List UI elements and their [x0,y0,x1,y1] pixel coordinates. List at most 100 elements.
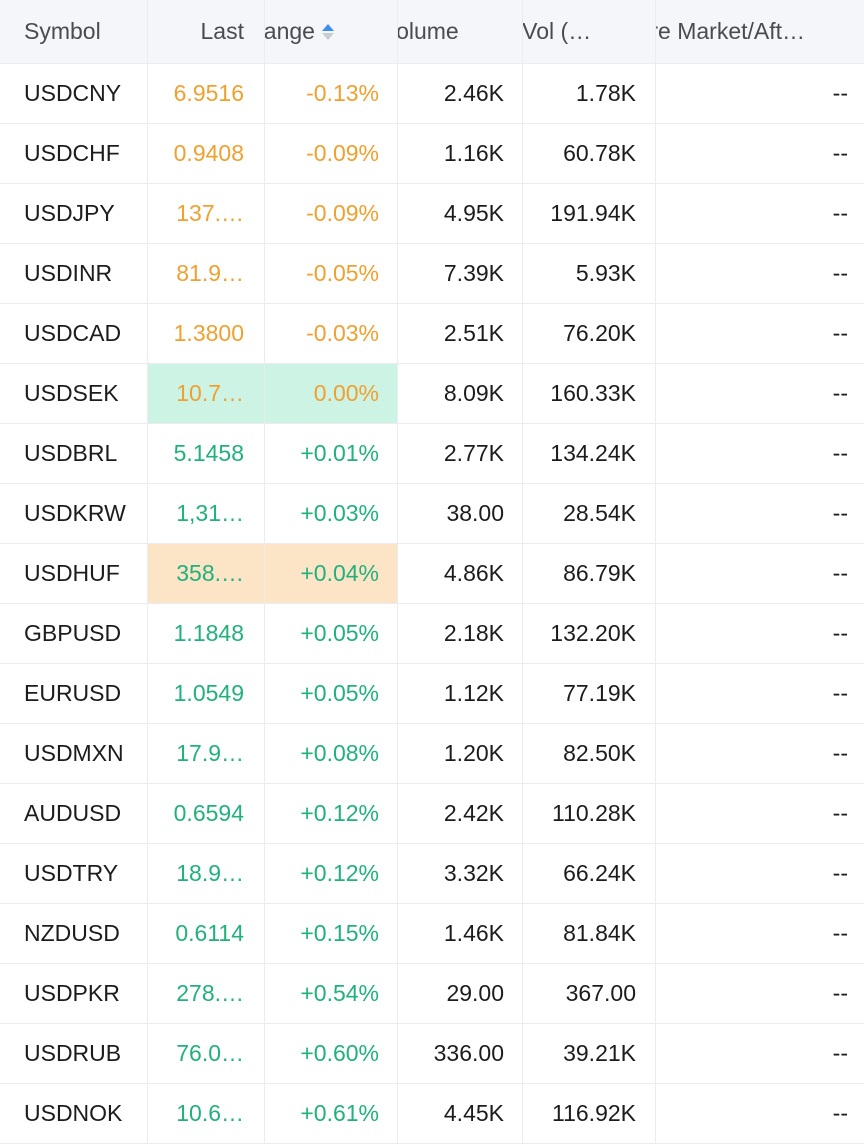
cell-avg-vol: 60.78K [523,124,656,184]
table-row[interactable]: USDPKR 278.… +0.54% 29.00 367.00 -- [0,964,864,1024]
pre-market-value: -- [832,320,848,346]
last-price: 0.6594 [173,800,244,826]
cell-change: -0.09% [265,184,398,244]
table-row[interactable]: USDRUB 76.0… +0.60% 336.00 39.21K -- [0,1024,864,1084]
symbol-text: USDCAD [24,320,122,346]
table-row[interactable]: USDSEK 10.7… 0.00% 8.09K 160.33K -- [0,364,864,424]
cell-symbol[interactable]: USDNOK [0,1084,148,1144]
symbol-text: USDPKR [24,980,120,1006]
change-percent: -0.05% [306,260,379,286]
volume-value: 1.46K [443,920,504,946]
table-row[interactable]: USDJPY 137.… -0.09% 4.95K 191.94K -- [0,184,864,244]
avg-vol-value: 116.92K [552,1100,636,1126]
cell-symbol[interactable]: AUDUSD [0,784,148,844]
cell-pre-market: -- [656,964,864,1024]
cell-volume: 1.20K [398,724,523,784]
cell-last: 1,31… [148,484,265,544]
table-row[interactable]: USDCAD 1.3800 -0.03% 2.51K 76.20K -- [0,304,864,364]
cell-symbol[interactable]: USDCNY [0,64,148,124]
pre-market-value: -- [832,920,848,946]
avg-vol-value: 1.78K [575,80,636,106]
cell-symbol[interactable]: USDSEK [0,364,148,424]
cell-volume: 2.46K [398,64,523,124]
change-percent: +0.60% [300,1040,379,1066]
table-row[interactable]: EURUSD 1.0549 +0.05% 1.12K 77.19K -- [0,664,864,724]
cell-symbol[interactable]: USDPKR [0,964,148,1024]
cell-avg-vol: 82.50K [523,724,656,784]
change-percent: +0.08% [300,740,379,766]
pre-market-value: -- [832,980,848,1006]
cell-symbol[interactable]: USDRUB [0,1024,148,1084]
cell-last: 1.3800 [148,304,265,364]
change-percent: -0.13% [306,80,379,106]
table-row[interactable]: USDCNY 6.9516 -0.13% 2.46K 1.78K -- [0,64,864,124]
symbol-text: USDJPY [24,200,115,226]
symbol-text: USDTRY [24,860,119,886]
change-percent: +0.05% [300,680,379,706]
column-header-symbol[interactable]: Symbol [0,0,148,64]
table-row[interactable]: USDKRW 1,31… +0.03% 38.00 28.54K -- [0,484,864,544]
column-header-label: Volume [398,18,459,44]
cell-change: -0.05% [265,244,398,304]
pre-market-value: -- [832,1040,848,1066]
sort-ascending-icon[interactable] [321,23,334,40]
volume-value: 2.42K [443,800,504,826]
cell-symbol[interactable]: USDJPY [0,184,148,244]
table-row[interactable]: AUDUSD 0.6594 +0.12% 2.42K 110.28K -- [0,784,864,844]
cell-symbol[interactable]: USDCHF [0,124,148,184]
cell-symbol[interactable]: NZDUSD [0,904,148,964]
table-row[interactable]: USDINR 81.9… -0.05% 7.39K 5.93K -- [0,244,864,304]
cell-symbol[interactable]: USDCAD [0,304,148,364]
cell-avg-vol: 39.21K [523,1024,656,1084]
pre-market-value: -- [832,80,848,106]
column-header-avg-vol[interactable]: g Vol (… [523,0,656,64]
cell-symbol[interactable]: USDHUF [0,544,148,604]
pre-market-value: -- [832,260,848,286]
cell-symbol[interactable]: EURUSD [0,664,148,724]
table-row[interactable]: USDNOK 10.6… +0.61% 4.45K 116.92K -- [0,1084,864,1144]
cell-symbol[interactable]: USDKRW [0,484,148,544]
symbol-text: USDCHF [24,140,120,166]
column-header-last[interactable]: Last [148,0,265,64]
table-row[interactable]: USDMXN 17.9… +0.08% 1.20K 82.50K -- [0,724,864,784]
cell-symbol[interactable]: GBPUSD [0,604,148,664]
cell-avg-vol: 77.19K [523,664,656,724]
cell-change: +0.05% [265,664,398,724]
cell-last: 137.… [148,184,265,244]
pre-market-value: -- [832,680,848,706]
last-price: 358.… [176,560,244,586]
pre-market-value: -- [832,800,848,826]
cell-symbol[interactable]: USDINR [0,244,148,304]
avg-vol-value: 77.19K [563,680,636,706]
avg-vol-value: 81.84K [563,920,636,946]
cell-volume: 2.77K [398,424,523,484]
cell-pre-market: -- [656,1024,864,1084]
table-row[interactable]: GBPUSD 1.1848 +0.05% 2.18K 132.20K -- [0,604,864,664]
volume-value: 3.32K [443,860,504,886]
table-row[interactable]: USDBRL 5.1458 +0.01% 2.77K 134.24K -- [0,424,864,484]
table-row[interactable]: NZDUSD 0.6114 +0.15% 1.46K 81.84K -- [0,904,864,964]
avg-vol-value: 39.21K [563,1040,636,1066]
cell-avg-vol: 134.24K [523,424,656,484]
column-header-change[interactable]: hange [265,0,398,64]
table-row[interactable]: USDCHF 0.9408 -0.09% 1.16K 60.78K -- [0,124,864,184]
table-header: Symbol Last hange Volume g Vol (… 're Ma… [0,0,864,64]
cell-last: 358.… [148,544,265,604]
symbol-text: USDSEK [24,380,119,406]
column-header-pre-market[interactable]: 're Market/Aft… [656,0,864,64]
table-row[interactable]: USDHUF 358.… +0.04% 4.86K 86.79K -- [0,544,864,604]
cell-last: 6.9516 [148,64,265,124]
cell-symbol[interactable]: USDMXN [0,724,148,784]
cell-pre-market: -- [656,664,864,724]
cell-last: 17.9… [148,724,265,784]
symbol-text: USDCNY [24,80,122,106]
symbol-text: USDRUB [24,1040,122,1066]
cell-pre-market: -- [656,844,864,904]
column-header-label: g Vol (… [523,18,592,44]
column-header-volume[interactable]: Volume [398,0,523,64]
table-row[interactable]: USDTRY 18.9… +0.12% 3.32K 66.24K -- [0,844,864,904]
cell-volume: 3.32K [398,844,523,904]
change-percent: +0.61% [300,1100,379,1126]
cell-symbol[interactable]: USDTRY [0,844,148,904]
cell-symbol[interactable]: USDBRL [0,424,148,484]
